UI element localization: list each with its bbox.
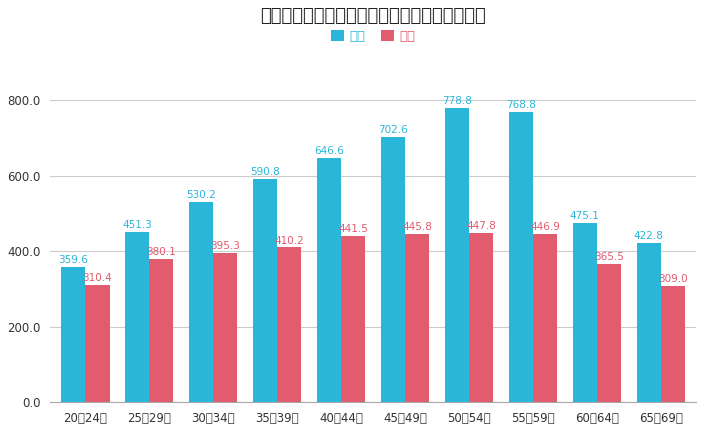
Bar [573, 223, 597, 402]
Text: 768.8: 768.8 [506, 100, 536, 110]
Bar [469, 233, 494, 402]
Text: 380.1: 380.1 [146, 247, 176, 257]
Title: 沖縄県の男女別平均年収の推移（単位：万円）: 沖縄県の男女別平均年収の推移（単位：万円） [260, 7, 486, 25]
Text: 646.6: 646.6 [314, 146, 344, 156]
Bar [253, 179, 277, 402]
Text: 451.3: 451.3 [122, 220, 152, 230]
Text: 445.8: 445.8 [402, 222, 432, 232]
Text: 475.1: 475.1 [570, 211, 600, 221]
Bar [661, 286, 685, 402]
Legend: 男性, 女性: 男性, 女性 [325, 25, 420, 49]
Text: 778.8: 778.8 [442, 96, 472, 106]
Bar [405, 234, 430, 402]
Bar [85, 285, 110, 402]
Text: 530.2: 530.2 [186, 191, 216, 200]
Text: 359.6: 359.6 [58, 255, 88, 265]
Bar [445, 108, 469, 402]
Bar [61, 267, 85, 402]
Text: 702.6: 702.6 [378, 125, 408, 135]
Text: 441.5: 441.5 [338, 224, 368, 234]
Text: 365.5: 365.5 [594, 252, 624, 263]
Bar [381, 137, 405, 402]
Bar [509, 112, 533, 402]
Bar [341, 236, 366, 402]
Bar [213, 253, 238, 402]
Bar [149, 259, 174, 402]
Bar [637, 243, 661, 402]
Text: 446.9: 446.9 [530, 222, 560, 232]
Text: 410.2: 410.2 [274, 235, 304, 246]
Bar [189, 202, 213, 402]
Text: 310.4: 310.4 [82, 273, 112, 283]
Bar [317, 158, 341, 402]
Text: 395.3: 395.3 [210, 241, 240, 251]
Text: 309.0: 309.0 [658, 274, 688, 284]
Text: 447.8: 447.8 [466, 222, 496, 232]
Bar [277, 248, 302, 402]
Bar [597, 264, 621, 402]
Text: 590.8: 590.8 [250, 168, 280, 178]
Bar [125, 232, 149, 402]
Bar [533, 234, 557, 402]
Text: 422.8: 422.8 [634, 231, 664, 241]
